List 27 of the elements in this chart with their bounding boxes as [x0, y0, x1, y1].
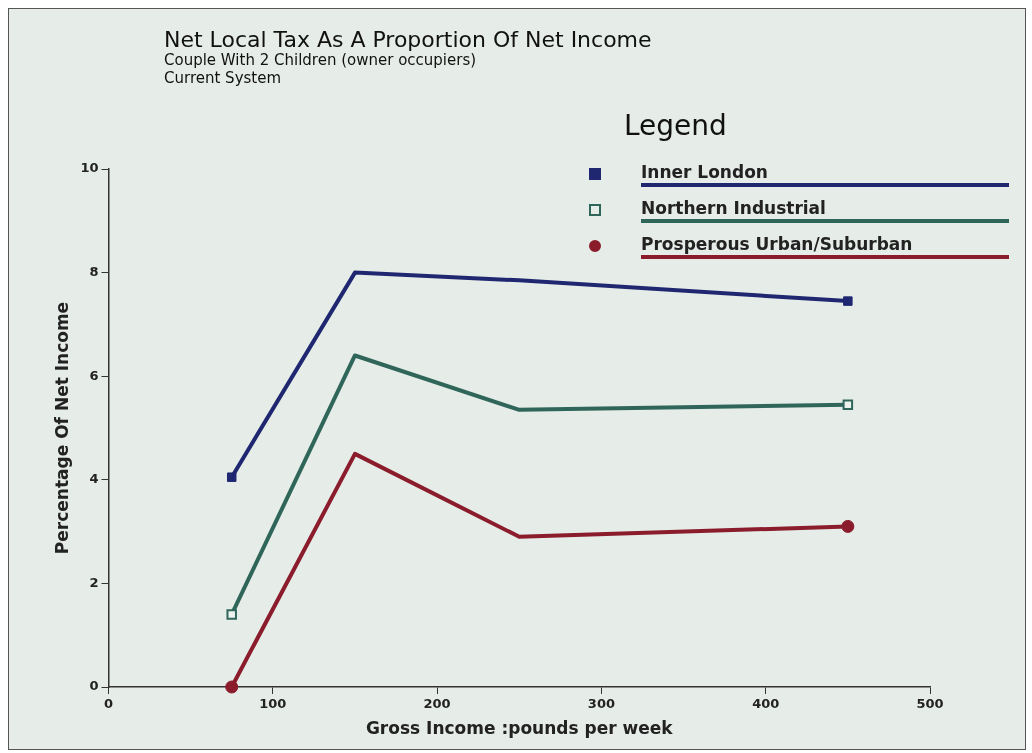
- legend-label: Prosperous Urban/Suburban: [641, 233, 1009, 259]
- point: [841, 519, 855, 533]
- x-tick-label: 200: [423, 696, 451, 712]
- legend-label: Inner London: [641, 161, 1009, 187]
- x-tick-label: 400: [752, 696, 780, 712]
- y-tick-label: 2: [89, 574, 99, 590]
- point: [842, 399, 854, 410]
- text: Current System: [164, 68, 283, 87]
- x-tick-label: 300: [587, 696, 615, 712]
- chart-subtitle: Couple With 2 Children (owner occupiers): [164, 51, 478, 70]
- point: [225, 680, 239, 694]
- chart-title: Net Local Tax As A Proportion Of Net Income: [164, 27, 652, 53]
- y-tick-label: 4: [89, 471, 99, 487]
- point: [843, 296, 853, 306]
- point: [226, 472, 237, 482]
- x-axis-title: Gross Income :pounds per week: [365, 718, 674, 739]
- y-tick-label: 8: [89, 263, 99, 279]
- y-tick-label: 6: [89, 367, 99, 383]
- point: [226, 609, 237, 620]
- legend-label: Northern Industrial: [641, 197, 1009, 223]
- x-tick-label: 500: [916, 696, 944, 712]
- y-tick-label: 0: [89, 678, 99, 694]
- legend-title: Legend: [624, 109, 728, 142]
- x-tick-label: 100: [259, 696, 287, 712]
- y-tick-label: 10: [80, 160, 99, 176]
- y-axis-title: Percentage Of Net Income: [51, 301, 72, 555]
- x-tick-label: 0: [103, 696, 114, 712]
